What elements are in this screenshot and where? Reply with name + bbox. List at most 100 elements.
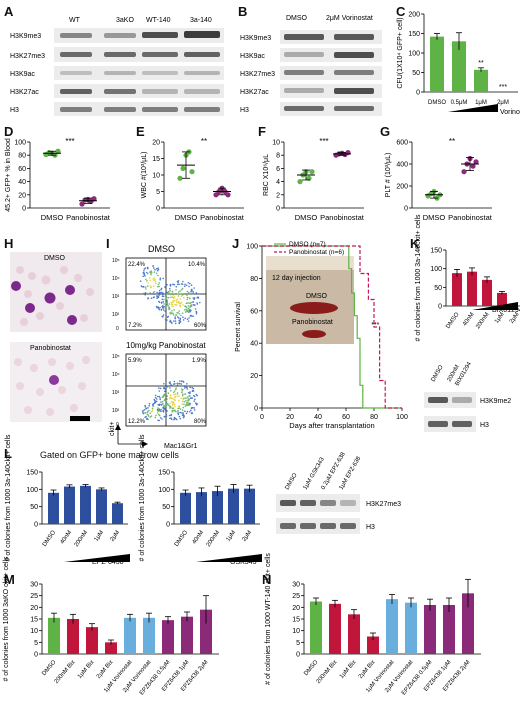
bar bbox=[497, 292, 507, 306]
significance-label: *** bbox=[65, 137, 74, 146]
flow-event bbox=[169, 384, 172, 387]
panel-k-blot-lane-bix: BIX01294 bbox=[455, 361, 474, 387]
flow-event bbox=[164, 393, 166, 395]
flow-event bbox=[195, 292, 198, 294]
flow-event bbox=[179, 298, 181, 300]
panel-h-label-panobinostat: Panobinostat bbox=[30, 345, 71, 352]
band bbox=[184, 89, 220, 94]
bar bbox=[405, 602, 417, 654]
flow-event bbox=[183, 397, 185, 400]
panel-l-membrane-1 bbox=[276, 494, 360, 512]
flow-event bbox=[180, 388, 183, 390]
flow-event bbox=[179, 408, 182, 410]
flow-event bbox=[179, 380, 181, 382]
y-tick-label: 20 bbox=[30, 605, 38, 612]
flow-event bbox=[166, 316, 169, 318]
data-point bbox=[345, 149, 351, 156]
x-tick-label: DMSO bbox=[174, 529, 189, 547]
band bbox=[284, 106, 324, 111]
flow-event bbox=[175, 304, 177, 306]
significance-label: *** bbox=[319, 137, 328, 146]
flow-event bbox=[186, 302, 189, 304]
data-point bbox=[180, 165, 186, 171]
flow-event bbox=[155, 414, 157, 417]
flow-event bbox=[172, 305, 174, 308]
flow-event bbox=[173, 403, 176, 406]
x-tick-label: 200nM bbox=[206, 530, 221, 548]
flow-event bbox=[160, 288, 162, 291]
flow-event bbox=[188, 308, 190, 310]
flow-event bbox=[157, 267, 159, 269]
flow-event bbox=[158, 387, 160, 389]
y-axis-label: # of colonies from 1000 WT-140 ckit+ cel… bbox=[265, 553, 272, 685]
x-tick-label: 200nM bbox=[475, 312, 490, 330]
flow-event bbox=[172, 301, 174, 303]
flow-event bbox=[161, 306, 164, 309]
y-axis-label: 45.2+ GFP+ % in Blood bbox=[5, 138, 12, 212]
flow-event bbox=[177, 405, 180, 408]
y-tick-label: 100 bbox=[26, 487, 38, 494]
flow-event bbox=[176, 382, 178, 385]
y-tick-label: 0 bbox=[166, 522, 170, 529]
flow-event bbox=[176, 283, 179, 286]
flow-event bbox=[177, 302, 180, 304]
y-axis-label: CFU(1X10⁴ GFP+ cell) bbox=[397, 17, 404, 88]
panel-h-label-dmso: DMSO bbox=[44, 255, 66, 262]
flow-event bbox=[166, 299, 169, 302]
flow-event bbox=[182, 393, 184, 395]
flow-event bbox=[148, 404, 150, 407]
flow-event bbox=[173, 297, 175, 300]
x-tick-label: 1μM bbox=[475, 100, 487, 106]
flow-event bbox=[156, 295, 158, 298]
panel-a-membrane-2 bbox=[54, 47, 224, 62]
flow-event bbox=[166, 395, 168, 397]
flow-event bbox=[181, 283, 184, 285]
panel-k-membrane-1 bbox=[424, 392, 476, 408]
flow-event bbox=[171, 409, 173, 412]
flow-event bbox=[156, 267, 158, 270]
flow-event bbox=[141, 286, 144, 288]
flow-event bbox=[174, 409, 176, 411]
flow-event bbox=[158, 413, 160, 416]
flow-event bbox=[190, 304, 193, 306]
flow-event bbox=[185, 310, 188, 312]
bar bbox=[482, 279, 492, 306]
flow-event bbox=[177, 412, 179, 414]
flow-event bbox=[171, 310, 173, 312]
flow-event bbox=[181, 391, 183, 394]
flow-event bbox=[156, 269, 159, 272]
flow-event bbox=[159, 277, 162, 279]
band bbox=[60, 107, 92, 112]
flow-event bbox=[181, 414, 184, 416]
y-tick-label: 150 bbox=[408, 31, 420, 38]
flow-event bbox=[157, 268, 160, 271]
flow-event bbox=[195, 393, 198, 396]
panel-i-dots-panobinostat bbox=[141, 380, 198, 422]
flow-event bbox=[192, 315, 194, 318]
bar bbox=[424, 605, 436, 654]
x-tick-label: 2μM bbox=[109, 530, 121, 543]
flow-event bbox=[143, 268, 146, 270]
y-tick-label: 0 bbox=[438, 304, 442, 311]
flow-event bbox=[178, 395, 180, 397]
flow-event bbox=[174, 399, 176, 401]
flow-event bbox=[174, 316, 176, 318]
flow-event bbox=[192, 292, 194, 295]
flow-event bbox=[153, 277, 156, 279]
y-tick-label: 60 bbox=[250, 308, 258, 315]
flow-event bbox=[159, 417, 162, 419]
flow-event bbox=[173, 416, 176, 419]
flow-event bbox=[180, 380, 183, 382]
bar bbox=[228, 488, 239, 524]
flow-event bbox=[178, 319, 180, 322]
flow-event bbox=[153, 271, 156, 273]
x-tick-label: 40nM bbox=[60, 530, 74, 546]
y-tick-label: 150 bbox=[158, 470, 170, 477]
flow-event bbox=[160, 404, 163, 406]
panel-i-xlabel: Mac1&Gr1 bbox=[164, 443, 198, 450]
flow-event bbox=[172, 401, 174, 404]
flow-event bbox=[196, 297, 198, 299]
flow-event bbox=[149, 279, 151, 282]
panel-b-row-h3k27me3: H3K27me3 bbox=[240, 71, 275, 78]
flow-event bbox=[177, 413, 180, 416]
